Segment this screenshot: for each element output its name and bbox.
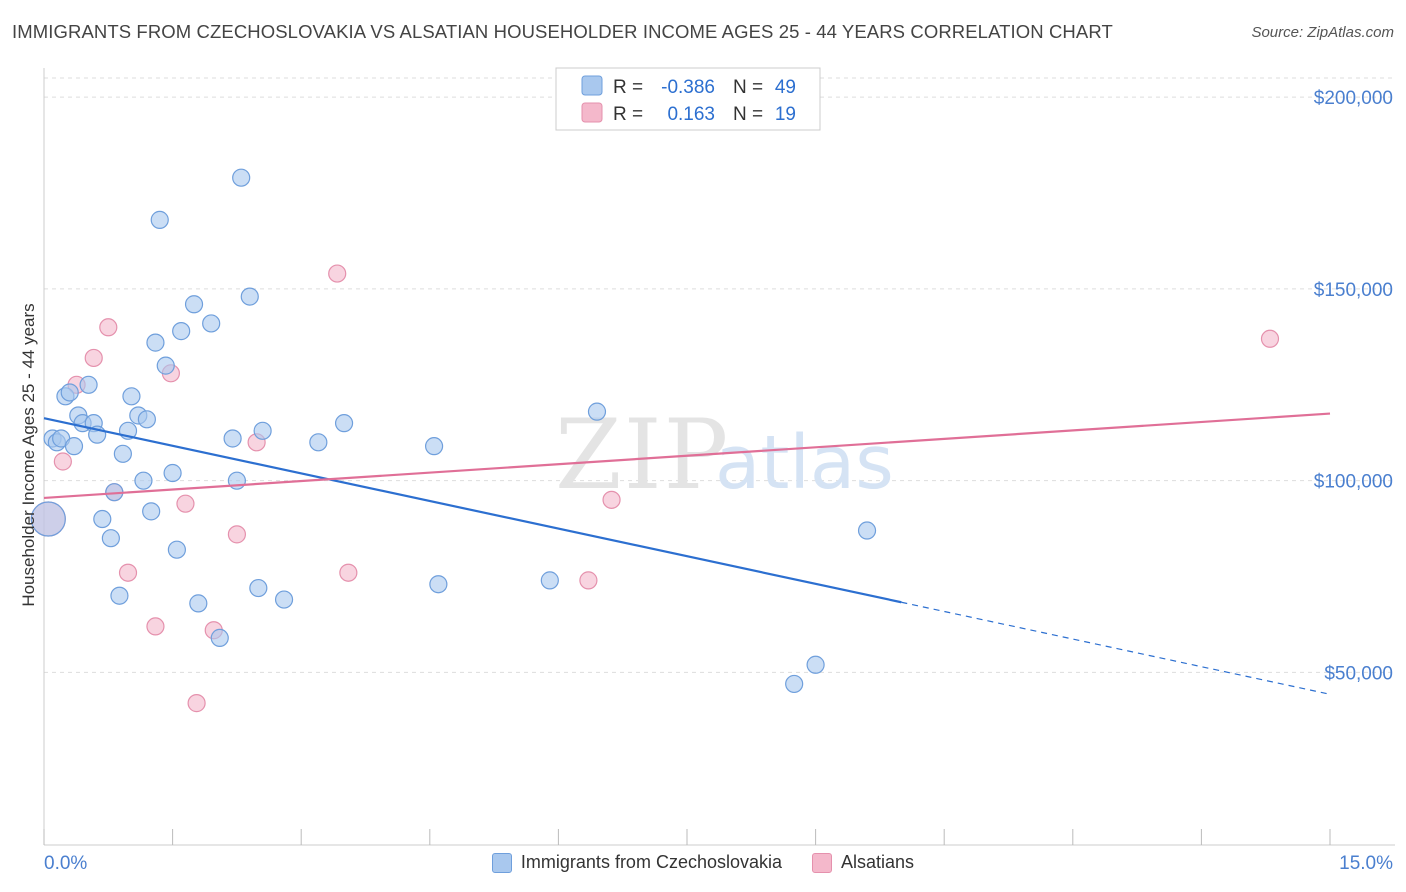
czechoslovakia-point-21 [142, 502, 161, 521]
alsatians-point-7 [146, 617, 165, 636]
czechoslovakia-point-20 [137, 410, 156, 429]
x-tick-label-0: 0.0% [44, 853, 87, 874]
czechoslovakia-point-32 [223, 429, 242, 448]
alsatians-point-1 [53, 452, 72, 471]
czechoslovakia-point-47 [857, 521, 877, 540]
x-tick-label-1: 15.0% [1339, 853, 1393, 874]
y-tick-labels: $50,000 $100,000 $150,000 $200,000 [1314, 88, 1393, 684]
legend-n-value-2: 19 [775, 104, 796, 125]
legend-r-value-2: 0.163 [667, 104, 715, 125]
czechoslovakia-point-45 [785, 674, 804, 694]
czechoslovakia-point-35 [240, 287, 259, 306]
chart-title: IMMIGRANTS FROM CZECHOSLOVAKIA VS ALSATI… [12, 21, 1113, 42]
legend-n-label-2: N = [733, 104, 763, 125]
y-tick-label-1: $100,000 [1314, 472, 1393, 493]
czechoslovakia-point-27 [172, 322, 191, 341]
watermark: ZIP atlas [555, 399, 894, 511]
czechoslovakia-point-4 [60, 383, 79, 402]
czechoslovakia-point-23 [150, 210, 169, 229]
legend-n-label-1: N = [733, 77, 763, 98]
czechoslovakia-point-12 [101, 529, 120, 548]
czechoslovakia-point-34 [232, 168, 251, 187]
alsatians-point-10 [187, 694, 206, 713]
czechoslovakia-point-38 [274, 590, 294, 609]
legend-swatch-alsatians [581, 102, 603, 123]
trend-line-czechoslovakia-extension [901, 601, 1331, 695]
czechoslovakia-point-39 [309, 433, 328, 452]
alsatians-point-15 [339, 563, 358, 582]
czechoslovakia-point-29 [189, 594, 208, 613]
czechoslovakia-point-15 [113, 444, 132, 463]
czechoslovakia-point-17 [122, 387, 141, 406]
alsatians-point-9 [176, 494, 195, 513]
czechoslovakia-point-5 [64, 437, 84, 456]
czechoslovakia-point-37 [253, 421, 272, 440]
y-axis-title: Householder Income Ages 25 - 44 years [19, 303, 38, 606]
czechoslovakia-point-25 [163, 463, 182, 483]
legend-swatch-alsatians-bottom [812, 852, 833, 873]
alsatians-point-3 [84, 348, 103, 368]
legend-label-czechoslovakia: Immigrants from Czechoslovakia [520, 852, 783, 872]
trend-line-czechoslovakia [43, 417, 902, 604]
czechoslovakia-point-46 [806, 655, 825, 674]
alsatians-point-14 [328, 264, 347, 283]
alsatians-point-6 [118, 563, 138, 582]
series-czechoslovakia-points [30, 168, 877, 694]
alsatians-point-16 [579, 571, 598, 590]
legend-item-czechoslovakia: Immigrants from Czechoslovakia [491, 852, 783, 873]
y-tick-label-2: $150,000 [1314, 280, 1393, 301]
chart-source: Source: ZipAtlas.com [1251, 24, 1394, 41]
alsatians-point-17 [602, 490, 621, 509]
grid-lines [44, 77, 1395, 673]
czechoslovakia-point-11 [93, 509, 112, 529]
czechoslovakia-point-22 [146, 333, 165, 352]
czechoslovakia-point-19 [134, 471, 153, 490]
czechoslovakia-point-24 [156, 356, 175, 375]
legend-n-value-1: 49 [775, 77, 796, 98]
czechoslovakia-point-30 [202, 314, 221, 333]
czechoslovakia-point-8 [79, 375, 98, 394]
legend-top: R = -0.386 N = 49 R = 0.163 N = 19 [555, 67, 821, 131]
legend-r-label-1: R = [613, 77, 643, 98]
czechoslovakia-point-26 [167, 540, 186, 559]
czechoslovakia-point-43 [540, 571, 559, 590]
alsatians-point-12 [227, 525, 246, 544]
czechoslovakia-point-41 [424, 437, 444, 456]
x-tick-labels: 0.0% 15.0% [44, 853, 1393, 874]
y-tick-label-0: $50,000 [1324, 663, 1393, 684]
czechoslovakia-point-36 [249, 578, 268, 598]
watermark-atlas: atlas [715, 420, 894, 506]
y-tick-label-3: $200,000 [1314, 88, 1393, 109]
legend-swatch-czechoslovakia [581, 75, 603, 96]
trend-line-alsatians [43, 412, 1331, 500]
alsatians-point-4 [99, 318, 118, 337]
czechoslovakia-point-48 [30, 501, 66, 537]
legend-r-value-1: -0.386 [661, 77, 715, 98]
czechoslovakia-point-14 [110, 586, 129, 605]
czechoslovakia-point-40 [334, 414, 354, 433]
trend-lines [43, 412, 1331, 695]
legend-swatch-czechoslovakia-bottom [491, 852, 512, 873]
czechoslovakia-point-42 [429, 575, 448, 594]
legend-item-alsatians: Alsatians [812, 852, 914, 873]
legend-bottom: Immigrants from Czechoslovakia Alsatians [0, 852, 1406, 873]
czechoslovakia-point-44 [587, 402, 607, 421]
czechoslovakia-point-31 [210, 628, 229, 648]
alsatians-point-18 [1260, 329, 1280, 348]
czechoslovakia-point-28 [184, 295, 204, 314]
axes [43, 68, 1395, 846]
legend-r-label-2: R = [613, 104, 643, 125]
legend-label-alsatians: Alsatians [841, 852, 915, 872]
